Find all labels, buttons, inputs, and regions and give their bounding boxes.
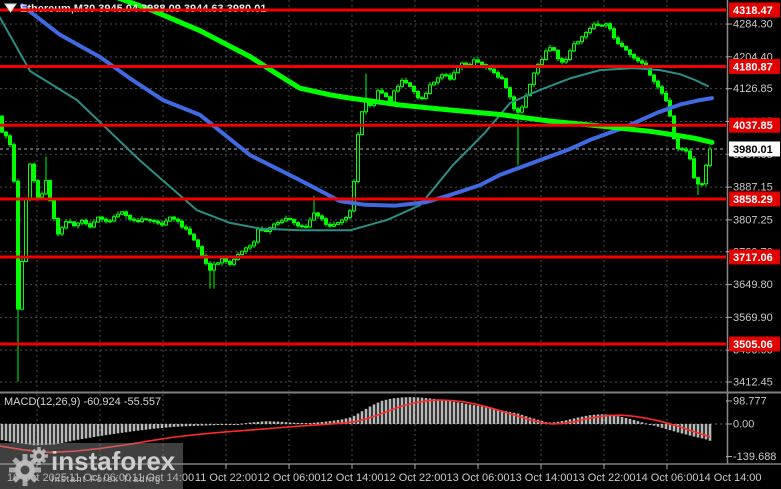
price-axis-label: 4126.85	[733, 83, 773, 95]
price-axis-label: 4284.30	[733, 19, 773, 31]
time-axis-label: 13 Oct 14:00	[510, 472, 573, 484]
price-axis-label: 3569.90	[733, 312, 773, 324]
candles	[0, 20, 712, 382]
ma-slow-lime	[116, 0, 715, 145]
moving-averages	[0, 0, 715, 232]
level-price-badge	[729, 59, 780, 75]
level-price-badge	[729, 117, 780, 133]
level-price-badge	[729, 249, 780, 265]
macd-indicator	[0, 397, 726, 454]
watermark-tagline: Instant Forex Trading	[51, 473, 162, 484]
current-price-badge-text: 3980.01	[733, 144, 773, 156]
time-axis-label: 11 Oct 06:00	[69, 472, 131, 484]
time-axis-label: 13 Oct 06:00	[447, 472, 510, 484]
time-axis-label: 12 Oct 14:00	[321, 472, 384, 484]
watermark-brand: instaforex	[51, 445, 176, 476]
instaforex-watermark: instaforex Instant Forex Trading	[0, 443, 183, 489]
price-axis-label: 3412.45	[733, 377, 773, 389]
horizontal-levels[interactable]	[0, 3, 726, 346]
price-axis-label: 3649.80	[733, 279, 773, 291]
gear-icon	[9, 447, 48, 486]
time-axis-label: 14 Oct 14:00	[699, 472, 762, 484]
price-axis-label: 98.777	[733, 396, 767, 408]
time-axis-label: 11 Oct 22:00	[195, 472, 257, 484]
chart-shift-marker-icon	[4, 3, 17, 13]
level-price-badge-text: 3505.06	[733, 339, 773, 351]
level-price-badge-text: 4037.85	[733, 120, 773, 132]
price-axis-label: 3807.25	[733, 214, 773, 226]
level-price-badge	[729, 2, 780, 18]
time-axis-label: 12 Oct 06:00	[258, 472, 321, 484]
level-price-badge-text: 3717.06	[733, 252, 773, 264]
time-axis-label: 11 Oct 14:00	[132, 472, 194, 484]
level-price-badge	[729, 336, 780, 352]
level-price-badge	[729, 191, 780, 207]
time-axis-label: 14 Oct 06:00	[636, 472, 699, 484]
macd-label: MACD(12,26,9) -60.924 -55.557	[4, 396, 161, 408]
level-price-badge-text: 3858.29	[733, 194, 773, 206]
time-axis-label: 12 Oct 22:00	[384, 472, 447, 484]
current-price-badge	[729, 141, 780, 157]
price-axis-label: -139.688	[733, 451, 776, 463]
time-axis-label: 13 Oct 22:00	[573, 472, 636, 484]
price-axis-label: 3887.15	[733, 182, 773, 194]
price-axis-label: 0.00	[733, 419, 754, 431]
level-price-badge-text: 4180.87	[733, 62, 773, 74]
ma-thin-teal	[0, 16, 709, 232]
level-price-badge-text: 4318.47	[733, 5, 773, 17]
ma-medium-blue	[20, 3, 714, 208]
